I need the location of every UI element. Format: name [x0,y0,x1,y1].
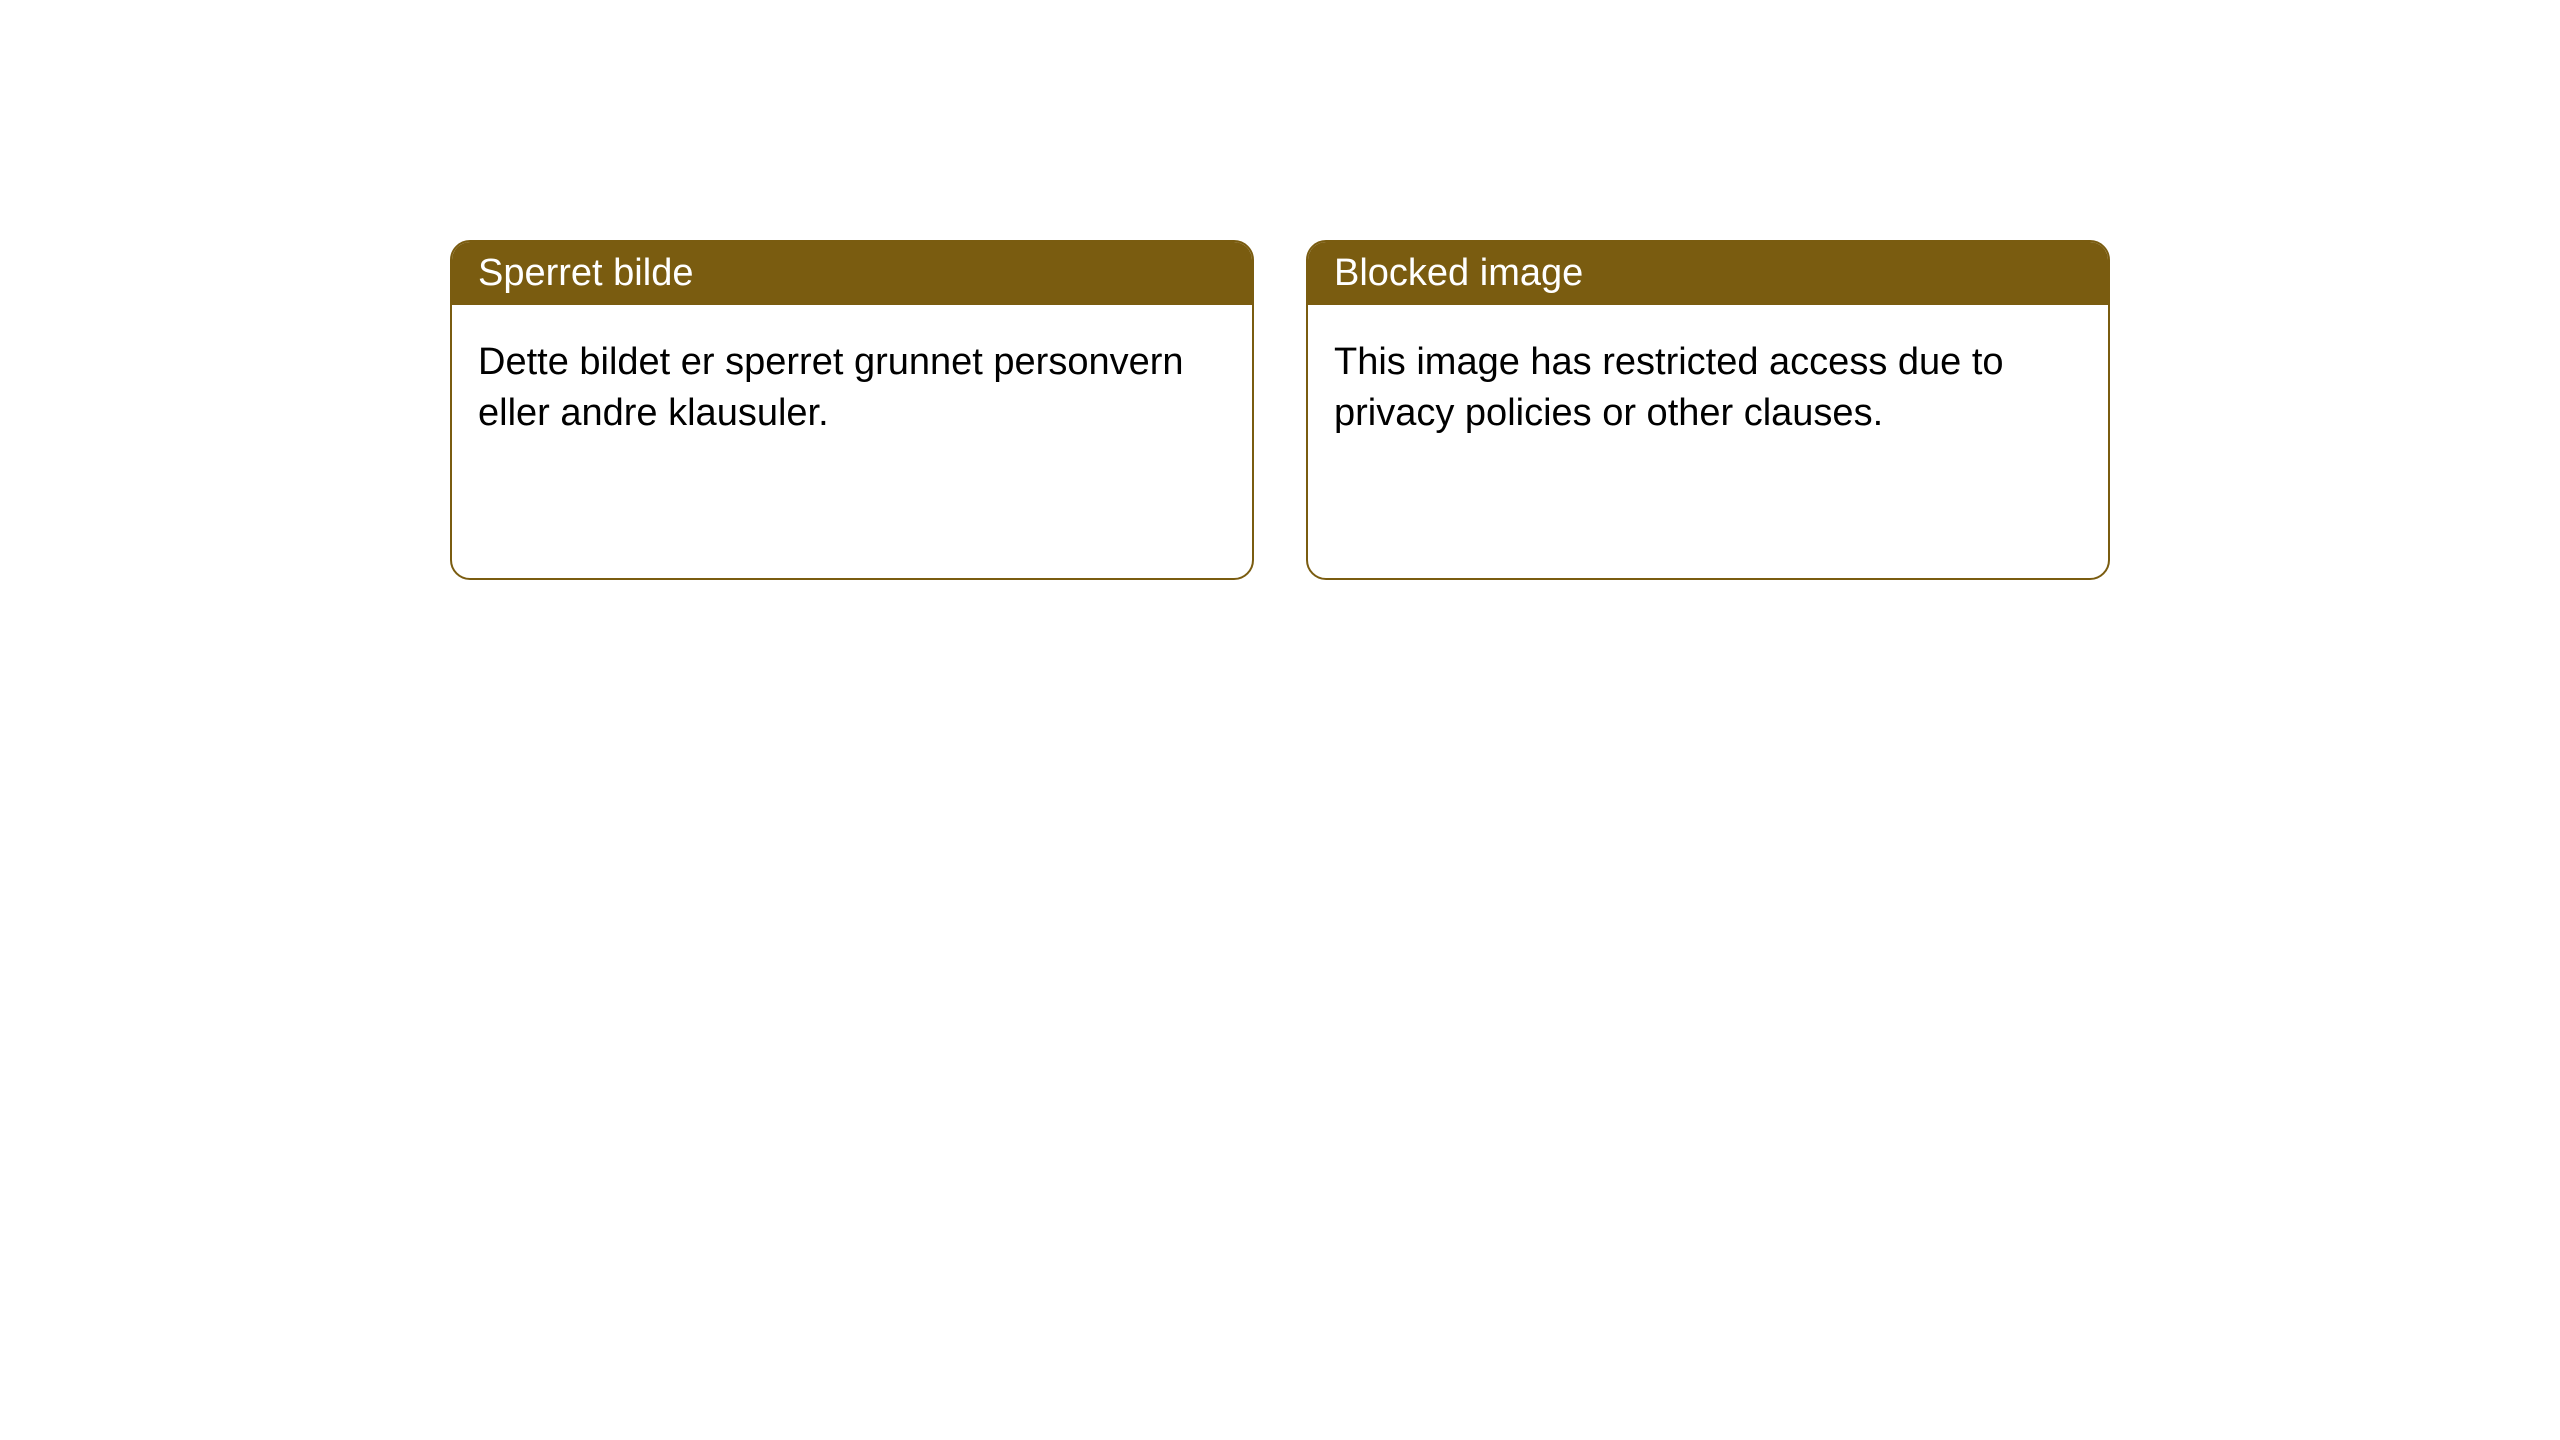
notice-text: Dette bildet er sperret grunnet personve… [478,341,1184,434]
notice-container: Sperret bilde Dette bildet er sperret gr… [450,240,2110,580]
notice-body-norwegian: Dette bildet er sperret grunnet personve… [452,305,1252,472]
notice-title: Sperret bilde [478,252,693,294]
notice-title: Blocked image [1334,252,1583,294]
notice-body-english: This image has restricted access due to … [1308,305,2108,472]
notice-card-english: Blocked image This image has restricted … [1306,240,2110,580]
notice-card-norwegian: Sperret bilde Dette bildet er sperret gr… [450,240,1254,580]
notice-header-norwegian: Sperret bilde [452,242,1252,305]
notice-header-english: Blocked image [1308,242,2108,305]
notice-text: This image has restricted access due to … [1334,341,2004,434]
